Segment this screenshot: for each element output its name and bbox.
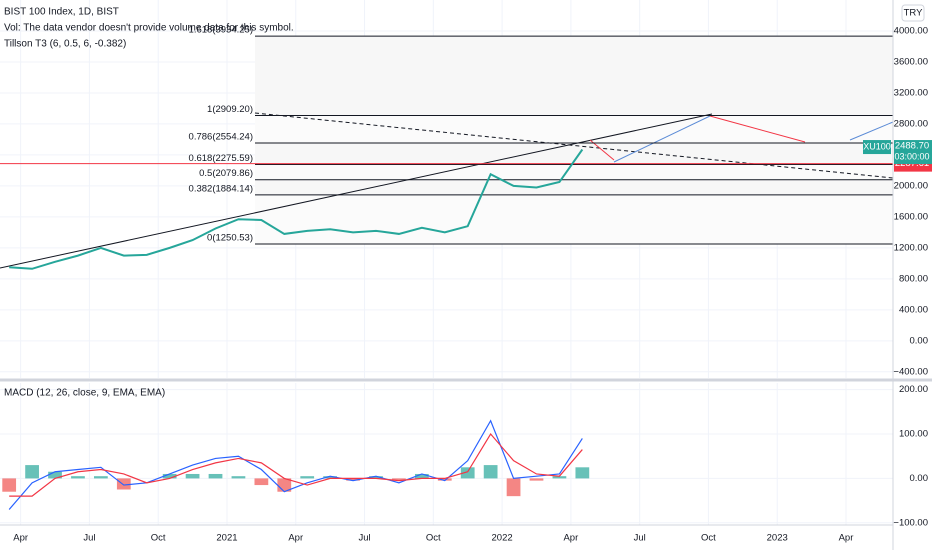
macd-histogram-bar: [414, 473, 429, 479]
y-tick-label: 800.00: [899, 273, 928, 284]
fib-zone: [255, 194, 893, 244]
last-price-label: 2488.70: [895, 141, 929, 152]
symbol-tag: XU100: [863, 141, 891, 151]
indicator-title: Tillson T3 (6, 0.5, 6, -0.382): [4, 39, 126, 50]
macd-histogram-bar: [369, 476, 383, 479]
dashed-trend-line: [254, 112, 894, 179]
currency-label[interactable]: TRY: [904, 8, 923, 19]
x-tick-label: 2023: [767, 533, 788, 544]
macd-histogram-bar: [94, 476, 108, 479]
fib-zone: [255, 115, 893, 143]
x-tick-label: Apr: [839, 533, 854, 544]
macd-histogram-bar: [116, 478, 131, 490]
x-tick-label: Oct: [426, 533, 441, 544]
y-tick-label: 2000.00: [894, 180, 928, 191]
fib-label: 0(1250.53): [207, 232, 253, 243]
x-tick-label: Oct: [701, 533, 716, 544]
x-tick-label: Apr: [288, 533, 303, 544]
projection-line: [613, 115, 711, 163]
projection-arrow: [709, 115, 806, 143]
last-price-box: [894, 140, 932, 165]
macd-histogram-bar: [300, 476, 315, 479]
macd-histogram-bar: [208, 473, 223, 479]
macd-histogram-bar: [346, 478, 360, 481]
y-tick-label: 0.00: [910, 335, 929, 346]
macd-histogram-bar: [162, 473, 177, 479]
macd-tick-label: 100.00: [899, 429, 928, 440]
macd-histogram-bar: [25, 465, 39, 479]
last-price-time: 03:00:00: [894, 151, 929, 161]
price-line: [9, 148, 584, 270]
fib-label: 0.786(2554.24): [189, 131, 253, 142]
macd-histogram-bar: [71, 476, 85, 479]
x-tick-label: Jul: [83, 533, 95, 544]
macd-histogram-bar: [2, 478, 17, 492]
symbol-title: BIST 100 Index, 1D, BIST: [4, 7, 119, 18]
currency-button[interactable]: [901, 4, 925, 22]
y-tick-label: 1600.00: [894, 211, 928, 222]
macd-histogram-bar: [392, 478, 406, 481]
x-tick-label: Jul: [358, 533, 370, 544]
x-tick-label: 2022: [492, 533, 513, 544]
fib-zone: [255, 142, 893, 165]
y-tick-label: 1200.00: [894, 242, 928, 253]
fib-zone: [255, 179, 893, 195]
macd-tick-label: −100.00: [893, 517, 928, 528]
fib-label: 0.382(1884.14): [189, 183, 253, 194]
macd-histogram-bar: [185, 473, 200, 479]
macd-histogram-bar: [506, 478, 521, 497]
fib-label: 0.618(2275.59): [189, 153, 253, 164]
trend-line: [0, 113, 713, 269]
y-tick-label: 4000.00: [894, 25, 928, 36]
fib-zone: [255, 164, 893, 180]
macd-histogram-bar: [48, 471, 62, 479]
fib-zone: [255, 36, 893, 116]
macd-histogram-bar: [529, 478, 544, 481]
x-tick-label: Apr: [13, 533, 28, 544]
macd-line: [9, 433, 583, 497]
y-tick-label: 400.00: [899, 304, 928, 315]
y-tick-label: 3200.00: [894, 87, 928, 98]
macd-histogram-bar: [483, 465, 498, 479]
macd-histogram-bar: [460, 467, 475, 479]
projection-line: [849, 121, 894, 141]
macd-title: MACD (12, 26, close, 9, EMA, EMA): [4, 388, 165, 399]
y-tick-label: 3600.00: [894, 56, 928, 67]
x-tick-label: 2021: [216, 533, 237, 544]
macd-tick-label: 200.00: [899, 384, 928, 395]
y-tick-label: −400.00: [893, 366, 928, 377]
macd-histogram-bar: [254, 478, 269, 486]
macd-histogram-bar: [437, 478, 452, 481]
macd-histogram-bar: [323, 476, 338, 479]
y-tick-label: 2800.00: [894, 118, 928, 129]
volume-note: Vol: The data vendor doesn't provide vol…: [4, 23, 294, 34]
macd-tick-label: 0.00: [910, 473, 929, 484]
macd-histogram-bar: [575, 467, 590, 479]
macd-histogram-bar: [231, 476, 246, 479]
macd-histogram-bar: [552, 476, 567, 479]
fib-label: 0.5(2079.86): [199, 168, 253, 179]
x-tick-label: Jul: [634, 533, 646, 544]
x-tick-label: Oct: [151, 533, 166, 544]
fib-label: 1(2909.20): [207, 104, 253, 115]
symbol-tag-box: [863, 140, 891, 155]
x-tick-label: Apr: [563, 533, 578, 544]
fib-label: 1.618(3934.25): [189, 25, 253, 36]
